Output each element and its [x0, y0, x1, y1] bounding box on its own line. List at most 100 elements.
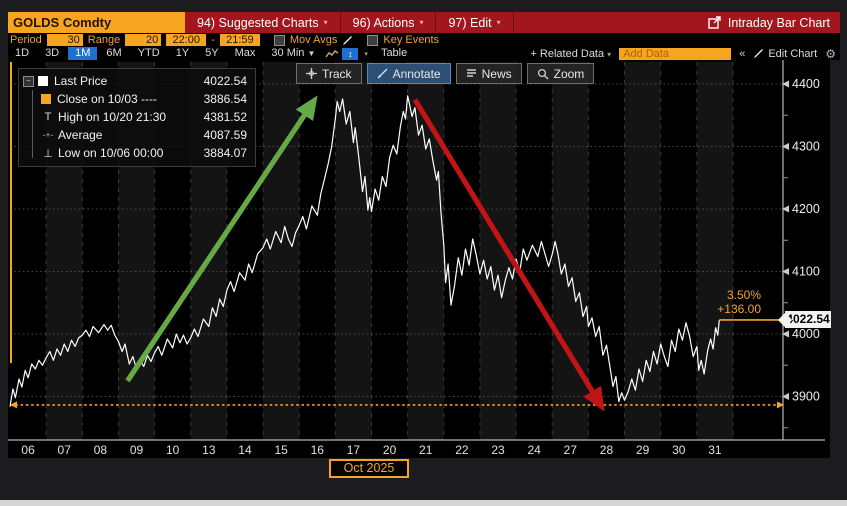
tab-3d[interactable]: 3D	[45, 47, 60, 59]
export-icon[interactable]	[708, 16, 721, 29]
settings-bar: Period 30 Range 20 22:00 - 21:59 Mov Avg…	[8, 33, 840, 47]
time-dash: -	[211, 34, 215, 46]
tab-5y[interactable]: 5Y	[205, 47, 219, 59]
chevron-down-icon: ▾	[607, 49, 612, 59]
collapse-panel-button[interactable]: «	[739, 47, 746, 60]
period-input[interactable]: 30	[46, 34, 83, 46]
svg-text:15: 15	[274, 443, 288, 457]
legend-row-last-price[interactable]: − Last Price 4022.54	[19, 72, 255, 90]
chevron-down-icon: ▾	[323, 18, 328, 27]
svg-text:4100: 4100	[792, 265, 820, 279]
track-button[interactable]: Track	[296, 63, 362, 84]
tab-1y[interactable]: 1Y	[175, 47, 190, 59]
annotate-pencil-icon	[377, 68, 388, 79]
menu-edit[interactable]: 97) Edit ▾	[436, 12, 514, 33]
legend-row-average[interactable]: -+- Average 4087.59	[42, 128, 247, 142]
window-function-title: Intraday Bar Chart	[727, 15, 830, 30]
range-input[interactable]: 20	[125, 34, 162, 46]
news-button[interactable]: News	[455, 63, 522, 84]
chart-toolbar: Track Annotate News Zoom	[296, 63, 595, 84]
svg-text:29: 29	[636, 443, 650, 457]
last-price-series-marker	[38, 76, 48, 86]
svg-text:17: 17	[347, 443, 361, 457]
tab-6m[interactable]: 6M	[106, 47, 122, 59]
svg-text:09: 09	[130, 443, 144, 457]
menu-suggested-charts[interactable]: 94) Suggested Charts ▾	[185, 12, 341, 33]
interval-dropdown[interactable]: 30 Min ▼	[271, 47, 316, 59]
svg-text:4300: 4300	[792, 140, 820, 154]
average-marker-icon: -+-	[42, 130, 54, 140]
svg-text:08: 08	[94, 443, 108, 457]
net-change: +136.00	[717, 302, 761, 316]
svg-text:06: 06	[21, 443, 35, 457]
bar-chart-type-icon[interactable]: ↕	[342, 47, 359, 60]
gear-icon[interactable]: ⚙	[825, 46, 836, 61]
legend-row-close[interactable]: Close on 10/03 ---- 3886.54	[19, 90, 255, 108]
chevron-down-icon: ▾	[496, 18, 501, 27]
svg-text:16: 16	[311, 443, 325, 457]
svg-text:30: 30	[672, 443, 686, 457]
edit-chart-button[interactable]: Edit Chart	[753, 48, 817, 60]
legend-row-low[interactable]: ⊥ Low on 10/06 00:00 3884.07	[19, 144, 255, 162]
mov-avgs-checkbox[interactable]	[273, 34, 285, 46]
table-button[interactable]: Table	[380, 47, 408, 59]
chevron-down-icon: ▼	[307, 49, 316, 58]
title-bar: GOLDS Comdty 94) Suggested Charts ▾ 96) …	[8, 12, 840, 33]
crosshair-icon	[306, 68, 317, 79]
change-annotation: 3.50% +136.00	[717, 288, 761, 316]
svg-text:13: 13	[202, 443, 216, 457]
add-data-input[interactable]: Add Data	[619, 47, 732, 60]
svg-text:23: 23	[491, 443, 505, 457]
chart-area[interactable]: 3900 4000 4100 4200 4300 4400 06 07 08 09 10 13 14 15…	[8, 60, 840, 496]
svg-text:21: 21	[419, 443, 433, 457]
magnifier-icon	[537, 68, 549, 79]
chevron-down-icon: ▾	[419, 18, 424, 27]
pencil-icon	[754, 49, 764, 58]
month-axis-label: Oct 2025	[329, 459, 409, 478]
annotate-button[interactable]: Annotate	[366, 63, 451, 84]
menubar: 94) Suggested Charts ▾ 96) Actions ▾ 97)…	[185, 12, 840, 33]
tab-max[interactable]: Max	[234, 47, 256, 59]
key-events-label: Key Events	[383, 34, 440, 46]
range-label: Range	[87, 34, 121, 46]
legend-tree-line	[32, 90, 33, 158]
security-field[interactable]: GOLDS Comdty	[8, 12, 185, 33]
menu-actions[interactable]: 96) Actions ▾	[341, 12, 437, 33]
line-chart-type-icon[interactable]	[324, 48, 340, 60]
tab-1d[interactable]: 1D	[15, 47, 30, 59]
svg-text:22: 22	[455, 443, 469, 457]
pct-change: 3.50%	[726, 288, 761, 302]
chart-type-more-dropdown[interactable]: ▾	[364, 50, 368, 58]
low-marker-icon: ⊥	[43, 147, 53, 160]
svg-text:4400: 4400	[792, 77, 820, 91]
svg-text:31: 31	[708, 443, 722, 457]
close-series-marker	[41, 94, 51, 104]
svg-text:07: 07	[58, 443, 72, 457]
svg-text:4000: 4000	[792, 327, 820, 341]
tab-ytd[interactable]: YTD	[137, 47, 160, 59]
security-name: GOLDS Comdty	[13, 15, 112, 30]
related-data-dropdown[interactable]: + Related Data ▾	[530, 47, 612, 60]
pencil-icon[interactable]	[342, 35, 353, 46]
legend-row-high[interactable]: T High on 10/20 21:30 4381.52	[19, 108, 255, 126]
svg-text:28: 28	[600, 443, 614, 457]
svg-text:20: 20	[383, 443, 397, 457]
news-lines-icon	[466, 69, 476, 77]
zoom-button[interactable]: Zoom	[526, 63, 595, 84]
svg-text:4200: 4200	[792, 202, 820, 216]
svg-text:14: 14	[238, 443, 252, 457]
tab-1m[interactable]: 1M	[68, 47, 98, 60]
high-marker-icon: T	[44, 111, 52, 123]
mov-avgs-label: Mov Avgs	[289, 34, 338, 46]
svg-text:27: 27	[564, 443, 578, 457]
time-to-input[interactable]: 21:59	[219, 34, 260, 46]
time-from-input[interactable]: 22:00	[166, 34, 207, 46]
collapse-legend-icon[interactable]: −	[23, 75, 34, 87]
key-events-checkbox[interactable]	[367, 34, 379, 46]
chart-legend[interactable]: − Last Price 4022.54 Close on 10/03 ----…	[18, 68, 256, 167]
period-label: Period	[10, 34, 42, 46]
svg-text:24: 24	[527, 443, 541, 457]
svg-text:10: 10	[166, 443, 180, 457]
svg-text:3900: 3900	[792, 390, 820, 404]
